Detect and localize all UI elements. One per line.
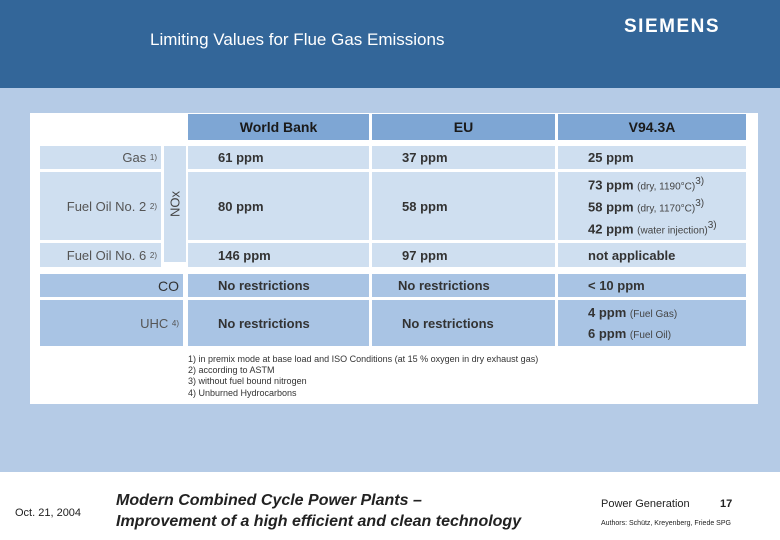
- nox-label: NOx: [167, 191, 183, 217]
- v94-nox-water-injection: 42 ppm (water injection)3): [588, 220, 717, 237]
- gas-eu: 37 ppm: [372, 146, 555, 169]
- footer-authors: Authors: Schütz, Kreyenberg, Friede SPG: [601, 520, 731, 527]
- row-label-fuel-oil-2: Fuel Oil No. 2 2): [40, 172, 161, 240]
- footnote-1: 1) in premix mode at base load and ISO C…: [188, 354, 539, 364]
- col-header-v94: V94.3A: [558, 114, 746, 140]
- gas-v94: 25 ppm: [558, 146, 746, 169]
- uhc-eu: No restrictions: [372, 300, 555, 346]
- siemens-logo: SIEMENS: [624, 16, 721, 37]
- row-label-fuel-oil-6: Fuel Oil No. 6 2): [40, 243, 161, 267]
- footer-title: Modern Combined Cycle Power Plants – Imp…: [116, 492, 522, 530]
- footnote-3: 3) without fuel bound nitrogen: [188, 376, 307, 386]
- col-header-eu: EU: [372, 114, 555, 140]
- row-label-co: CO: [40, 274, 183, 297]
- uhc-v94: 4 ppm (Fuel Gas) 6 ppm (Fuel Oil): [558, 300, 746, 346]
- co-world-bank: No restrictions: [188, 274, 369, 297]
- fuel-oil-6-world-bank: 146 ppm: [188, 243, 369, 267]
- row-label-gas: Gas 1): [40, 146, 161, 169]
- v94-nox-dry-1170: 58 ppm (dry, 1170°C)3): [588, 197, 705, 215]
- v94-uhc-fuel-oil: 6 ppm (Fuel Oil): [588, 326, 672, 341]
- v94-uhc-fuel-gas: 4 ppm (Fuel Gas): [588, 305, 678, 320]
- fuel-oil-6-v94: not applicable: [558, 243, 746, 267]
- footnote-4: 4) Unburned Hydrocarbons: [188, 388, 297, 398]
- footer-date: Oct. 21, 2004: [15, 507, 82, 519]
- nox-label-cell: NOx: [164, 146, 186, 262]
- header-bar: [0, 0, 780, 88]
- uhc-world-bank: No restrictions: [188, 300, 369, 346]
- row-label-uhc: UHC 4): [40, 300, 183, 346]
- col-header-world-bank: World Bank: [188, 114, 369, 140]
- fuel-oil-6-eu: 97 ppm: [372, 243, 555, 267]
- footer-division: Power Generation: [601, 498, 690, 510]
- fuel-oil-2-v94: 73 ppm (dry, 1190°C)3) 58 ppm (dry, 1170…: [558, 172, 746, 240]
- v94-nox-dry-1190: 73 ppm (dry, 1190°C)3): [588, 175, 705, 192]
- fuel-oil-2-world-bank: 80 ppm: [188, 172, 369, 240]
- fuel-oil-2-eu: 58 ppm: [372, 172, 555, 240]
- page-number: 17: [720, 498, 733, 510]
- co-eu: No restrictions: [372, 274, 555, 297]
- gas-world-bank: 61 ppm: [188, 146, 369, 169]
- footnote-2: 2) according to ASTM: [188, 365, 275, 375]
- co-v94: < 10 ppm: [558, 274, 746, 297]
- page-title: Limiting Values for Flue Gas Emissions: [150, 30, 445, 49]
